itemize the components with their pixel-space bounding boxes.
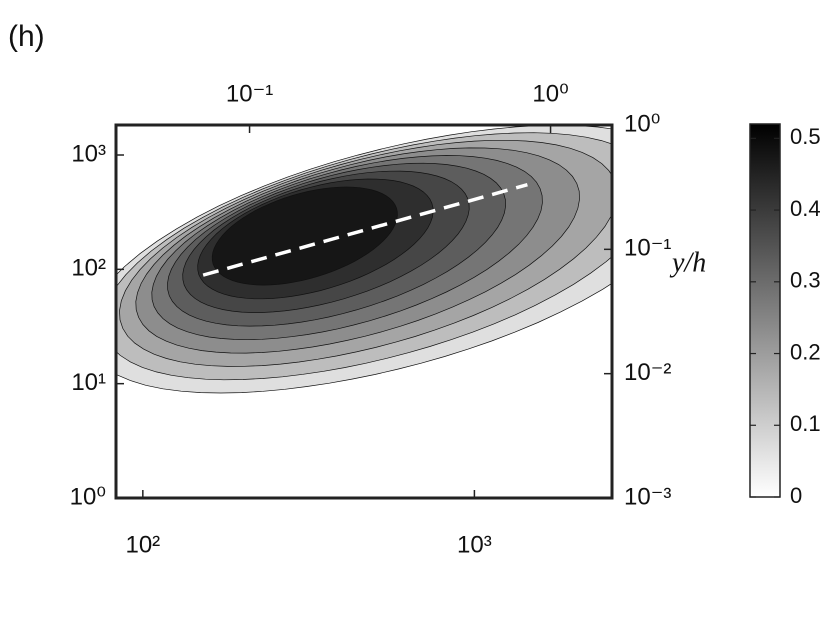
reference-line	[202, 183, 528, 277]
contour-group	[116, 125, 612, 394]
y-tick-label: 10³	[71, 140, 106, 167]
colorbar-tick-label: 0.3	[790, 268, 821, 293]
y2-tick-label: 10⁻¹	[624, 235, 671, 262]
panel-label: (h)	[8, 20, 45, 53]
colorbar-tick-label: 0.2	[790, 339, 821, 364]
x-tick-label: 10²	[125, 531, 160, 558]
y2-tick-label: 10⁻²	[624, 359, 671, 386]
colorbar	[749, 123, 781, 498]
y-tick-label: 10¹	[71, 369, 106, 396]
y-tick-label: 10⁰	[70, 483, 106, 510]
colorbar-tick-label: 0.4	[790, 196, 821, 221]
colorbar-tick-label: 0.1	[790, 411, 821, 436]
x2-tick-label: 10⁻¹	[226, 80, 273, 107]
y2-tick-label: 10⁻³	[624, 483, 671, 510]
x-tick-label: 10³	[457, 531, 492, 558]
colorbar-tick-label: 0	[790, 483, 802, 508]
y2-axis-label: y/h	[669, 247, 706, 278]
x2-tick-label: 10⁰	[532, 80, 568, 107]
y2-tick-label: 10⁰	[624, 110, 660, 137]
plot-frame	[114, 123, 614, 500]
colorbar-tick-label: 0.5	[790, 124, 821, 149]
y-tick-label: 10²	[71, 255, 106, 282]
